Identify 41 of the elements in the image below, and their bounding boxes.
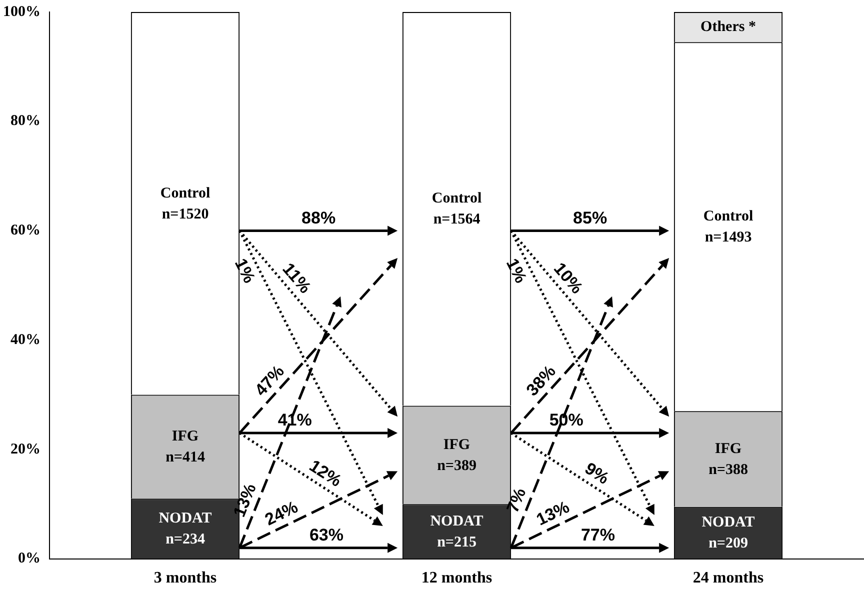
text: IFG: [443, 436, 470, 453]
series-label: IFG: [714, 440, 742, 457]
text: IFG: [172, 428, 199, 445]
annotation: 63%: [309, 526, 344, 545]
annotation: n=414: [166, 450, 206, 466]
annotation: 50%: [549, 410, 584, 430]
text: Control: [160, 185, 210, 202]
annotation: 85%: [573, 208, 608, 228]
annotation: n=1564: [433, 212, 481, 228]
y-tick-label: 0%: [18, 550, 40, 567]
annotation: n=388: [708, 462, 748, 478]
y-tick-label: 60%: [10, 222, 40, 239]
annotation: 1%: [502, 256, 530, 286]
x-tick-label: 24 months: [692, 570, 764, 587]
annotation: 9%: [581, 458, 612, 488]
y-tick-label: 80%: [10, 113, 40, 130]
annotation: n=234: [166, 532, 206, 548]
x-tick-label: 12 months: [421, 570, 492, 587]
annotation: n=389: [437, 458, 476, 474]
annotation: n=209: [708, 536, 748, 552]
annotation: n=1493: [704, 229, 752, 246]
annotation: n=215: [437, 534, 476, 550]
annotation: 13%: [533, 497, 572, 530]
y-tick-label: 100%: [3, 4, 40, 20]
annotation: 13%: [230, 481, 260, 520]
series-label: Others *: [700, 18, 756, 35]
text: NODAT: [158, 510, 212, 527]
annotation: 77%: [580, 526, 615, 545]
y-tick-label: 20%: [10, 441, 40, 458]
annotation: n=1520: [162, 206, 209, 222]
annotation: 88%: [302, 208, 336, 228]
annotation: 7%: [502, 485, 530, 516]
text: Control: [432, 190, 482, 207]
x-tick-label: 3 months: [154, 570, 217, 587]
series-label: NODAT: [702, 514, 755, 531]
y-tick-label: 40%: [10, 332, 40, 348]
text: NODAT: [430, 513, 484, 530]
series-label: Control: [703, 208, 754, 224]
annotation: 12%: [306, 456, 345, 491]
annotation: 24%: [262, 497, 301, 530]
annotation: 1%: [230, 256, 259, 286]
